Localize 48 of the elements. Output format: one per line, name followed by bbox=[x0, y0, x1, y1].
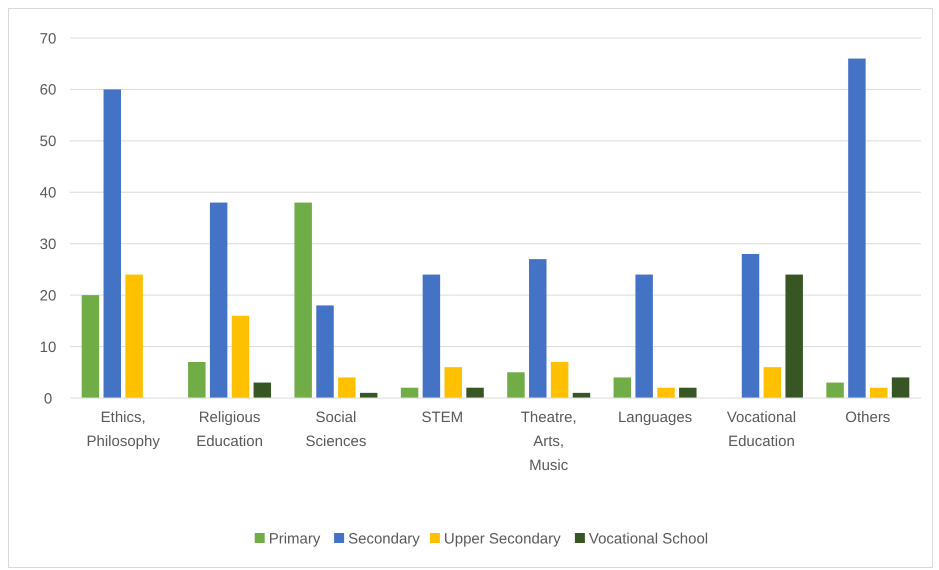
y-tick-label: 0 bbox=[44, 390, 52, 408]
bar bbox=[466, 388, 484, 398]
legend-label: Primary bbox=[268, 530, 321, 548]
x-tick-label: Vocational Education bbox=[726, 409, 796, 450]
bar bbox=[785, 274, 803, 398]
y-tick-label: 10 bbox=[40, 338, 56, 356]
legend-label: Vocational School bbox=[588, 530, 708, 548]
bar bbox=[635, 274, 653, 398]
bar bbox=[422, 274, 440, 398]
bar bbox=[254, 382, 272, 398]
bar bbox=[764, 367, 782, 398]
bar bbox=[400, 388, 418, 398]
x-tick-label: Theatre, Arts, Music bbox=[520, 409, 577, 474]
bar bbox=[338, 377, 356, 398]
bar bbox=[82, 295, 100, 398]
bar bbox=[125, 274, 143, 398]
bar bbox=[826, 382, 844, 398]
y-tick-label: 70 bbox=[40, 30, 56, 48]
bar bbox=[657, 388, 675, 398]
bar bbox=[104, 89, 122, 398]
bar bbox=[742, 254, 760, 398]
y-tick-label: 50 bbox=[40, 133, 56, 150]
y-tick-label: 40 bbox=[40, 184, 56, 202]
x-tick-label: Social Sciences bbox=[306, 409, 366, 450]
x-tick-label: Languages bbox=[618, 409, 692, 426]
bar bbox=[679, 388, 697, 398]
bar bbox=[870, 388, 888, 398]
legend-label: Secondary bbox=[348, 530, 420, 548]
x-tick-label: Religious Education bbox=[196, 409, 263, 450]
bar bbox=[294, 202, 312, 398]
x-tick-label: STEM bbox=[421, 409, 464, 426]
bar bbox=[614, 377, 632, 398]
bar bbox=[232, 316, 250, 398]
bar bbox=[444, 367, 462, 398]
bar bbox=[848, 58, 866, 398]
y-tick-label: 60 bbox=[40, 82, 56, 99]
bar bbox=[188, 362, 206, 398]
legend-label: Upper Secondary bbox=[444, 530, 562, 548]
bar bbox=[507, 372, 525, 398]
bar bbox=[892, 377, 910, 398]
bar bbox=[529, 259, 547, 398]
bar bbox=[210, 202, 228, 398]
bar bbox=[316, 305, 334, 398]
bar bbox=[550, 362, 568, 398]
y-tick-label: 20 bbox=[40, 287, 56, 304]
y-tick-label: 30 bbox=[40, 236, 56, 253]
x-tick-label: Ethics, Philosophy bbox=[86, 409, 160, 450]
x-tick-label: Others bbox=[845, 409, 890, 426]
